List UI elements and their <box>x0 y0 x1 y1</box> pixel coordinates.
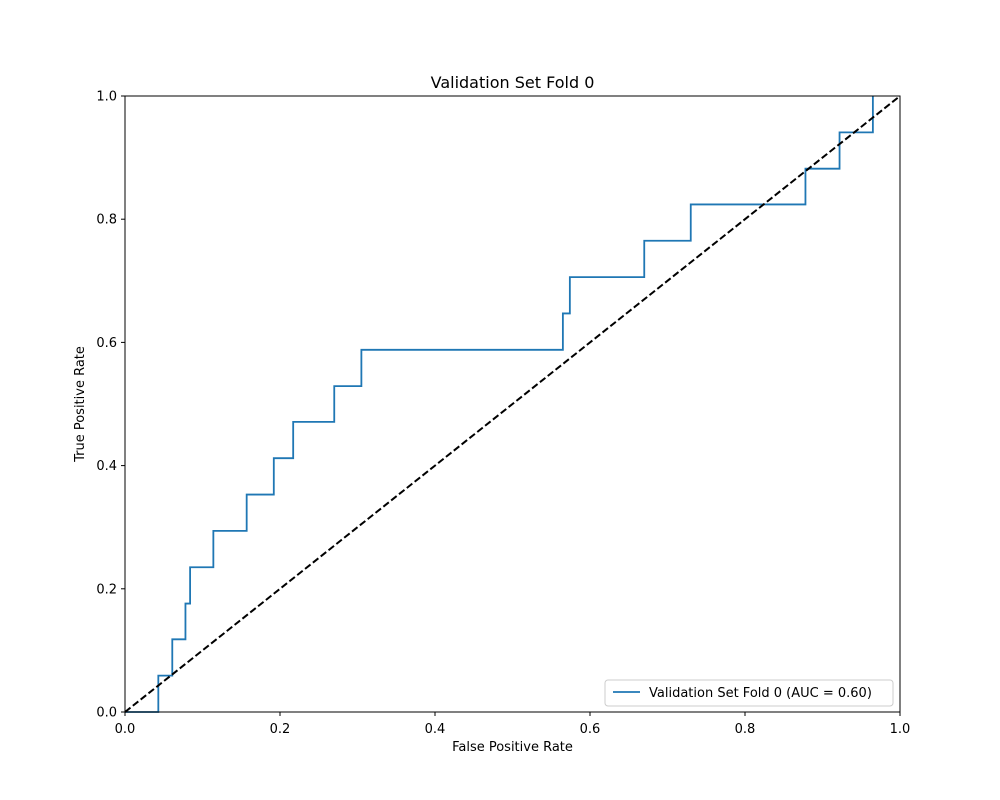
x-tick-label: 0.4 <box>425 722 446 737</box>
x-tick-label: 0.0 <box>115 722 136 737</box>
series-layer <box>124 95 901 713</box>
chance-diagonal-line <box>124 95 901 713</box>
legend-entry-label: Validation Set Fold 0 (AUC = 0.60) <box>649 686 872 701</box>
legend: Validation Set Fold 0 (AUC = 0.60) <box>604 679 894 707</box>
y-axis-ticks: 0.0 0.2 0.4 0.6 0.8 1.0 <box>96 90 125 721</box>
chart-title: Validation Set Fold 0 <box>431 73 595 92</box>
x-tick-label: 0.2 <box>270 722 291 737</box>
x-tick-label: 0.8 <box>735 722 756 737</box>
legend-box <box>604 679 894 707</box>
y-tick-label: 0.4 <box>96 459 117 474</box>
y-tick-label: 0.8 <box>96 213 117 228</box>
x-tick-label: 0.6 <box>580 722 601 737</box>
x-axis-label: False Positive Rate <box>452 740 573 755</box>
x-tick-label: 1.0 <box>890 722 911 737</box>
x-axis-ticks: 0.0 0.2 0.4 0.6 0.8 1.0 <box>115 712 911 737</box>
roc-curve-line <box>125 96 874 713</box>
y-tick-label: 0.6 <box>96 336 117 351</box>
plot-frame <box>124 95 901 713</box>
y-tick-label: 0.2 <box>96 582 117 597</box>
y-axis-label: True Positive Rate <box>73 346 88 463</box>
y-tick-label: 0.0 <box>96 706 117 721</box>
y-tick-label: 1.0 <box>96 90 117 105</box>
